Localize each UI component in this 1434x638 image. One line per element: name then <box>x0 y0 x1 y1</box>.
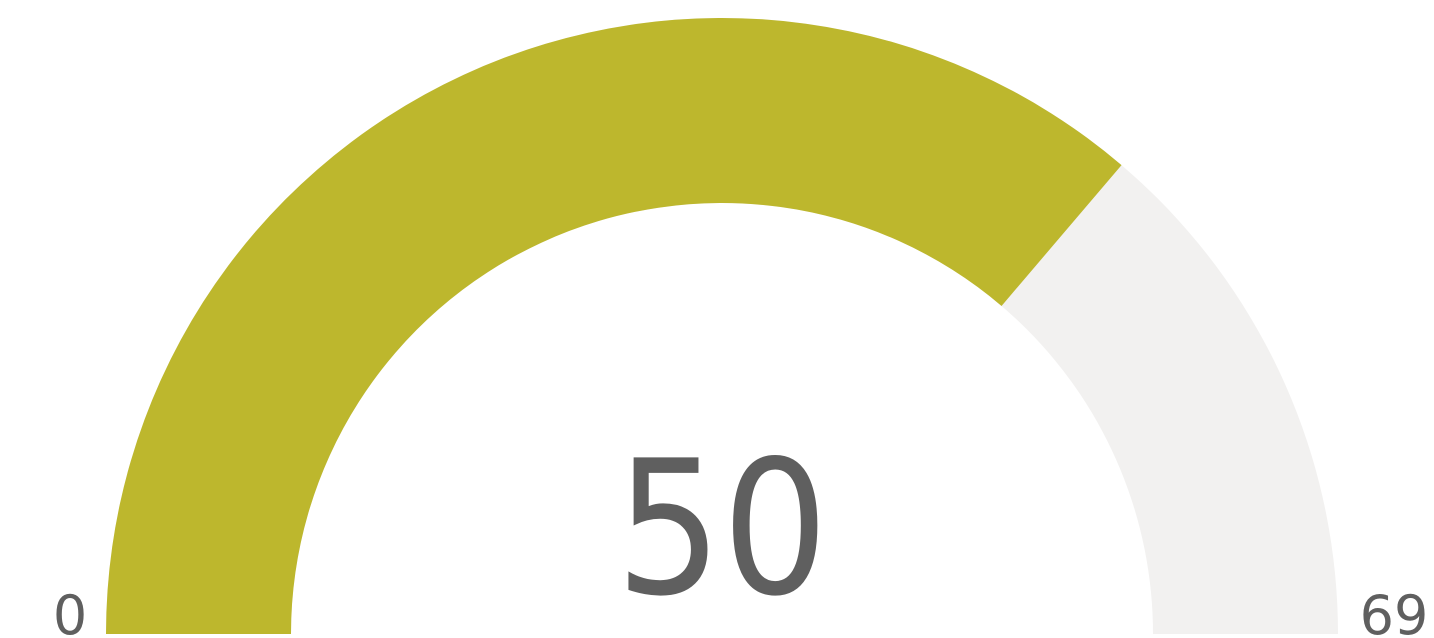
gauge-value-label: 50 <box>616 420 829 637</box>
gauge-value-arc <box>106 17 1122 635</box>
gauge-min-label: 0 <box>53 584 87 638</box>
gauge-max-label: 69 <box>1360 584 1429 638</box>
